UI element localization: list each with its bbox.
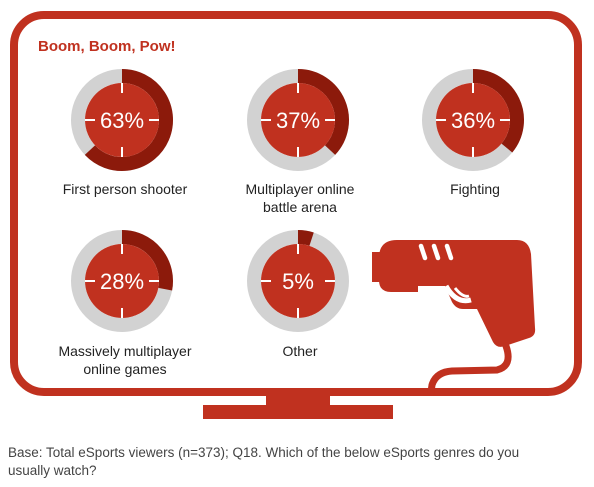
donut-center [261,244,335,318]
donut-value-label: 36% [451,108,495,133]
gun-cable [427,342,512,396]
category-label-line: Other [282,343,318,359]
donut-value-arc [121,230,173,291]
category-label-line: First person shooter [62,181,188,197]
donut-value-label: 63% [100,108,144,133]
category-label-other: Other [205,342,395,360]
donut-value-label: 28% [100,269,144,294]
gun-body [379,240,536,347]
donut-value-arc [297,69,349,155]
gun-trigger [453,287,470,298]
category-label-line: battle arena [263,199,337,215]
footnote-line: Base: Total eSports viewers (n=373); Q18… [8,445,520,460]
category-label-line: Massively multiplayer [58,343,192,359]
donut-center [85,83,159,157]
donut-fighting: 36% [422,69,524,171]
donut-value-arc [84,69,173,171]
category-label-first-person-shooter: First person shooter [30,180,220,198]
donut-first-person-shooter: 63% [71,69,173,171]
donut-value-arc [297,229,314,246]
donut-value-label: 5% [282,269,314,294]
category-label-moba: Multiplayer online battle arena [205,180,395,216]
footnote: Base: Total eSports viewers (n=373); Q18… [8,444,583,480]
donut-charts: 63% 37% 36% 28% 5% [71,69,524,332]
donut-value-arc [472,69,524,153]
gun-trigger-guard [443,284,472,304]
gun-barrel-tip [372,252,382,282]
category-label-fighting: Fighting [380,180,570,198]
donut-center [436,83,510,157]
tv-stand [203,405,393,419]
gun-slide-slots [418,243,454,261]
light-gun-icon [372,240,536,396]
donut-value-label: 37% [276,108,320,133]
category-label-mmo: Massively multiplayer online games [30,342,220,378]
donut-mmo: 28% [71,230,173,332]
chart-title: Boom, Boom, Pow! [38,38,176,55]
category-label-line: Multiplayer online [245,181,355,197]
category-label-line: Fighting [450,181,500,197]
donut-center [85,244,159,318]
donut-other: 5% [247,229,349,332]
donut-center [261,83,335,157]
category-label-line: online games [83,361,167,377]
donut-moba: 37% [247,69,349,171]
footnote-line: usually watch? [8,463,97,478]
